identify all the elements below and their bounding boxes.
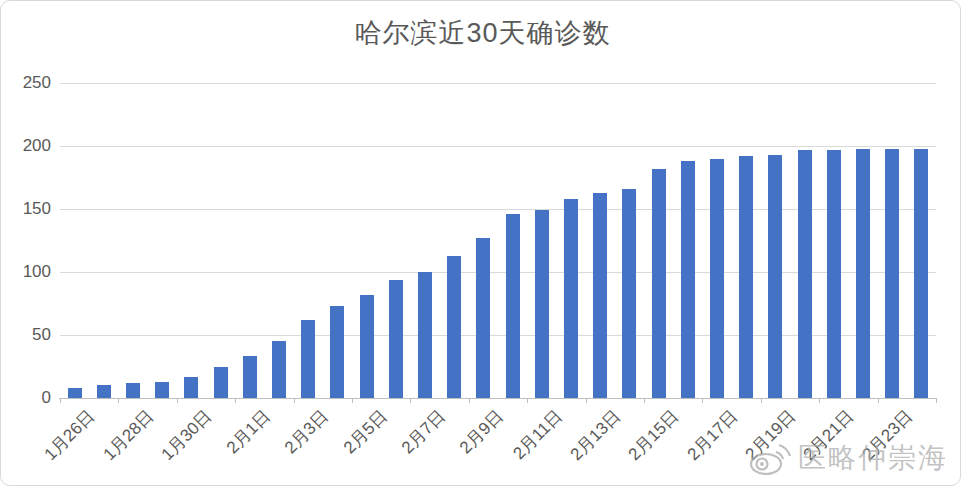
bar-2月21日 bbox=[827, 150, 841, 398]
plot-area: 0501001502002501月26日1月28日1月30日2月1日2月3日2月… bbox=[1, 1, 961, 486]
x-axis-tick bbox=[469, 399, 470, 403]
bar-2月7日 bbox=[418, 272, 432, 398]
bar-2月11日 bbox=[535, 210, 549, 398]
weibo-icon bbox=[748, 440, 792, 476]
x-axis-tick bbox=[644, 399, 645, 403]
watermark: 医略仲崇海 bbox=[748, 439, 948, 477]
x-axis-label: 2月11日 bbox=[508, 405, 567, 464]
x-axis-label: 2月5日 bbox=[338, 405, 392, 459]
bar-2月12日 bbox=[564, 199, 578, 398]
bar-2月18日 bbox=[739, 156, 753, 398]
bar-2月16日 bbox=[681, 161, 695, 398]
y-axis-label: 250 bbox=[1, 74, 51, 92]
bar-2月17日 bbox=[710, 159, 724, 398]
bar-1月26日 bbox=[68, 388, 82, 398]
bar-1月29日 bbox=[155, 382, 169, 398]
x-axis-label: 1月28日 bbox=[98, 405, 158, 465]
bar-2月1日 bbox=[243, 356, 257, 398]
bar-2月22日 bbox=[856, 149, 870, 399]
x-axis-tick bbox=[60, 399, 61, 403]
y-axis-label: 200 bbox=[1, 137, 51, 155]
x-axis-tick bbox=[878, 399, 879, 403]
bar-2月2日 bbox=[272, 341, 286, 398]
x-axis-tick bbox=[936, 399, 937, 403]
bar-2月24日 bbox=[914, 149, 928, 399]
bar-2月4日 bbox=[330, 306, 344, 398]
y-axis-label: 0 bbox=[1, 389, 51, 407]
bar-1月28日 bbox=[126, 383, 140, 398]
x-axis-label: 1月26日 bbox=[40, 405, 100, 465]
x-axis-label: 2月1日 bbox=[221, 405, 275, 459]
x-axis-tick bbox=[527, 399, 528, 403]
chart-canvas: 哈尔滨近30天确诊数 0501001502002501月26日1月28日1月30… bbox=[0, 0, 961, 486]
y-axis-label: 50 bbox=[1, 326, 51, 344]
bar-2月9日 bbox=[476, 238, 490, 398]
bar-2月13日 bbox=[593, 193, 607, 398]
x-axis-tick bbox=[410, 399, 411, 403]
x-axis-label: 2月13日 bbox=[565, 405, 625, 465]
bar-2月5日 bbox=[360, 295, 374, 398]
x-axis-label: 2月15日 bbox=[624, 405, 684, 465]
x-axis-tick bbox=[819, 399, 820, 403]
x-axis-tick bbox=[702, 399, 703, 403]
bar-2月23日 bbox=[885, 149, 899, 399]
x-axis-tick bbox=[761, 399, 762, 403]
x-axis-label: 2月9日 bbox=[455, 405, 509, 459]
x-axis-tick bbox=[352, 399, 353, 403]
y-axis-label: 100 bbox=[1, 263, 51, 281]
bar-1月31日 bbox=[214, 367, 228, 399]
bar-2月14日 bbox=[622, 189, 636, 398]
x-axis-label: 2月17日 bbox=[682, 405, 742, 465]
watermark-text: 医略仲崇海 bbox=[798, 439, 948, 477]
bar-1月27日 bbox=[97, 385, 111, 398]
x-axis-tick bbox=[294, 399, 295, 403]
bar-2月3日 bbox=[301, 320, 315, 398]
bar-2月15日 bbox=[652, 169, 666, 398]
bar-1月30日 bbox=[184, 377, 198, 398]
x-axis-tick bbox=[118, 399, 119, 403]
x-axis-label: 1月30日 bbox=[156, 405, 216, 465]
bar-2月10日 bbox=[506, 214, 520, 398]
y-axis-label: 150 bbox=[1, 200, 51, 218]
bar-2月20日 bbox=[798, 150, 812, 398]
x-axis-tick bbox=[235, 399, 236, 403]
gridline-250 bbox=[60, 83, 936, 84]
x-axis-tick bbox=[177, 399, 178, 403]
bar-2月8日 bbox=[447, 256, 461, 398]
x-axis-line bbox=[59, 398, 937, 399]
x-axis-label: 2月3日 bbox=[280, 405, 334, 459]
x-axis-label: 2月7日 bbox=[397, 405, 451, 459]
bar-2月19日 bbox=[768, 155, 782, 398]
gridline-200 bbox=[60, 146, 936, 147]
x-axis-tick bbox=[586, 399, 587, 403]
bar-2月6日 bbox=[389, 280, 403, 398]
